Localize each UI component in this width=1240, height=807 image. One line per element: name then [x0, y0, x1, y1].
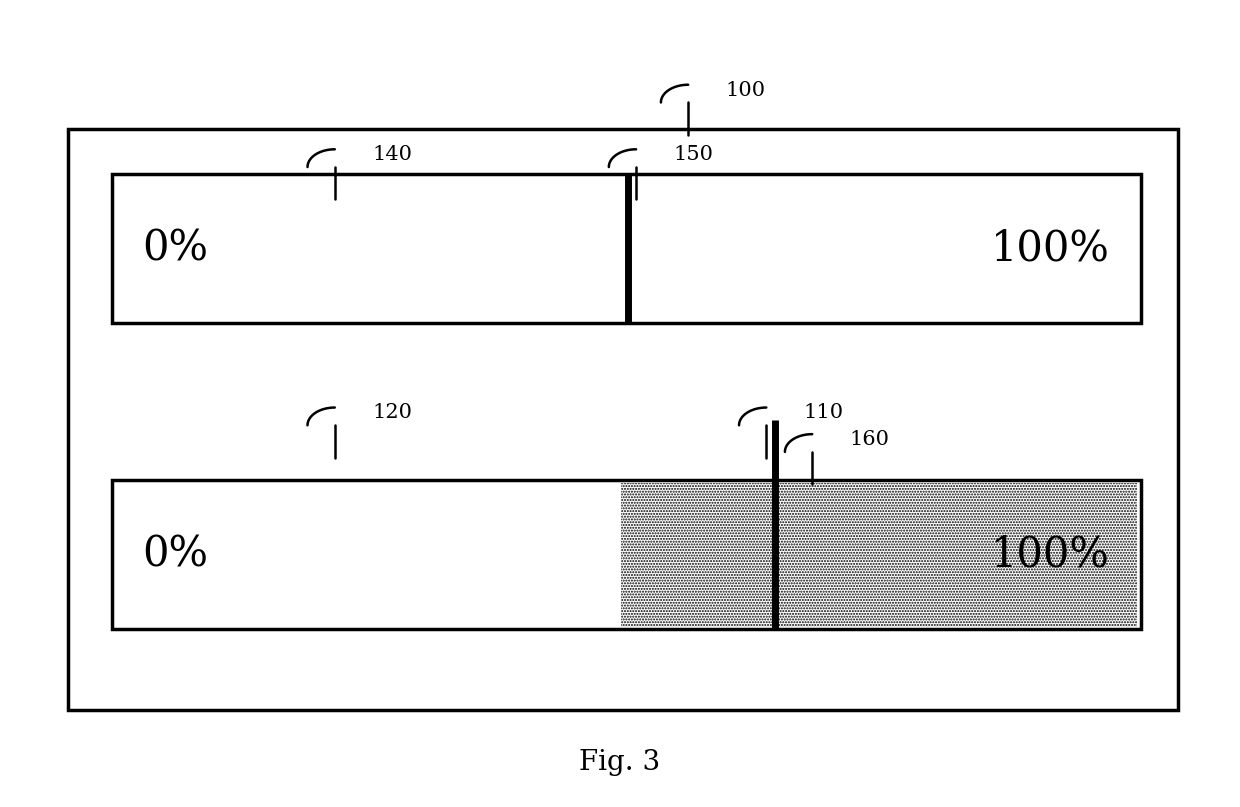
Bar	[68, 129, 1178, 710]
Text: 150: 150	[673, 145, 713, 164]
Bar	[621, 483, 1137, 627]
Text: 0%: 0%	[143, 227, 208, 270]
Bar	[112, 174, 1141, 323]
Text: Fig. 3: Fig. 3	[579, 749, 661, 776]
Text: 100%: 100%	[991, 533, 1110, 576]
Text: 0%: 0%	[143, 533, 208, 576]
Text: 100%: 100%	[991, 227, 1110, 270]
Text: 120: 120	[372, 404, 412, 422]
Text: 110: 110	[804, 404, 843, 422]
Text: 140: 140	[372, 145, 412, 164]
Text: 100: 100	[725, 81, 765, 99]
Bar	[112, 480, 1141, 629]
Text: 160: 160	[849, 430, 889, 449]
